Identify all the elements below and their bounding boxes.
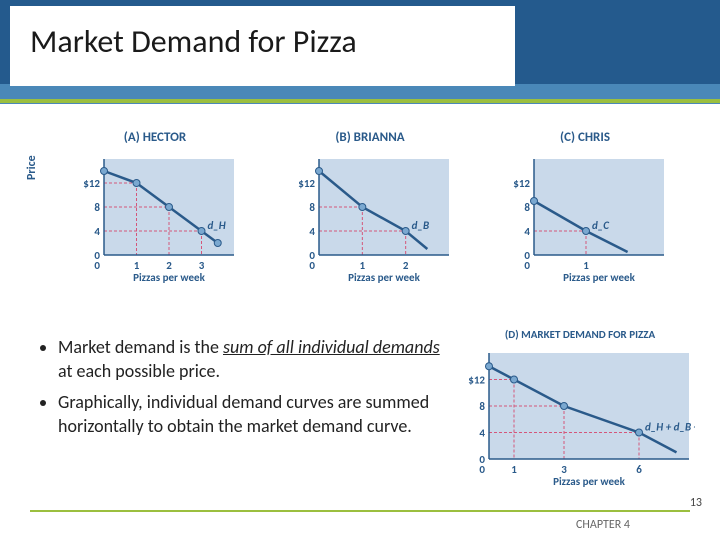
y-axis-global-label: Price: [25, 155, 39, 180]
footer-chapter: CHAPTER 4: [576, 518, 630, 532]
svg-text:6: 6: [636, 463, 642, 476]
panel-a-hector: (A) HECTOR $128401230Pizzas per weekd_H: [60, 130, 250, 300]
svg-text:8: 8: [524, 201, 530, 214]
svg-text:0: 0: [309, 259, 315, 272]
bullet-2: Graphically, individual demand curves ar…: [58, 390, 440, 439]
svg-text:$12: $12: [83, 177, 100, 190]
bullet-1: Market demand is the sum of all individu…: [58, 335, 440, 384]
panel-a-title: (A) HECTOR: [60, 130, 250, 145]
svg-text:8: 8: [309, 201, 315, 214]
svg-text:d_C: d_C: [592, 219, 610, 232]
panel-c-title: (C) CHRIS: [490, 130, 680, 145]
svg-text:Pizzas per week: Pizzas per week: [348, 271, 420, 283]
svg-text:4: 4: [94, 225, 100, 238]
svg-text:Pizzas per week: Pizzas per week: [563, 271, 635, 283]
header-band: Market Demand for Pizza: [0, 0, 720, 105]
svg-text:$12: $12: [513, 177, 530, 190]
svg-text:1: 1: [511, 463, 517, 476]
panel-d-title: (D) MARKET DEMAND FOR PIZZA: [455, 328, 705, 341]
chart-a-svg: $128401230Pizzas per weekd_H: [70, 153, 240, 283]
chart-d-svg: $128401360Pizzas per weekd_H + d_B + d_C…: [455, 347, 695, 487]
svg-text:Pizzas per week: Pizzas per week: [133, 271, 205, 283]
footer-page-number: 13: [690, 496, 702, 510]
svg-text:8: 8: [479, 400, 485, 413]
svg-text:$12: $12: [298, 177, 315, 190]
svg-text:0: 0: [479, 463, 485, 476]
panel-b-brianna: (B) BRIANNA $12840120Pizzas per weekd_B: [275, 130, 465, 300]
svg-text:d_H: d_H: [208, 219, 226, 232]
svg-text:d_H + d_B + d_C = D: d_H + d_B + d_C = D: [645, 421, 695, 434]
panel-d-market: (D) MARKET DEMAND FOR PIZZA $128401360Pi…: [455, 328, 705, 492]
svg-text:4: 4: [309, 225, 315, 238]
svg-text:8: 8: [94, 201, 100, 214]
chart-b-svg: $12840120Pizzas per weekd_B: [285, 153, 455, 283]
footer-accent-line: [30, 510, 690, 512]
svg-text:0: 0: [524, 259, 530, 272]
header-accent-line: [0, 99, 720, 103]
svg-text:Pizzas per week: Pizzas per week: [553, 475, 625, 487]
svg-text:0: 0: [94, 259, 100, 272]
chart-c-svg: $1284010Pizzas per weekd_C: [500, 153, 670, 283]
svg-text:d_B: d_B: [412, 219, 429, 232]
panel-c-chris: (C) CHRIS $1284010Pizzas per weekd_C: [490, 130, 680, 300]
svg-text:4: 4: [524, 225, 530, 238]
panel-b-title: (B) BRIANNA: [275, 130, 465, 145]
individual-demand-charts: (A) HECTOR $128401230Pizzas per weekd_H …: [60, 130, 680, 300]
svg-text:$12: $12: [468, 374, 485, 387]
page-title: Market Demand for Pizza: [30, 22, 357, 61]
svg-text:4: 4: [479, 427, 485, 440]
bullet-list: Market demand is the sum of all individu…: [40, 335, 440, 444]
